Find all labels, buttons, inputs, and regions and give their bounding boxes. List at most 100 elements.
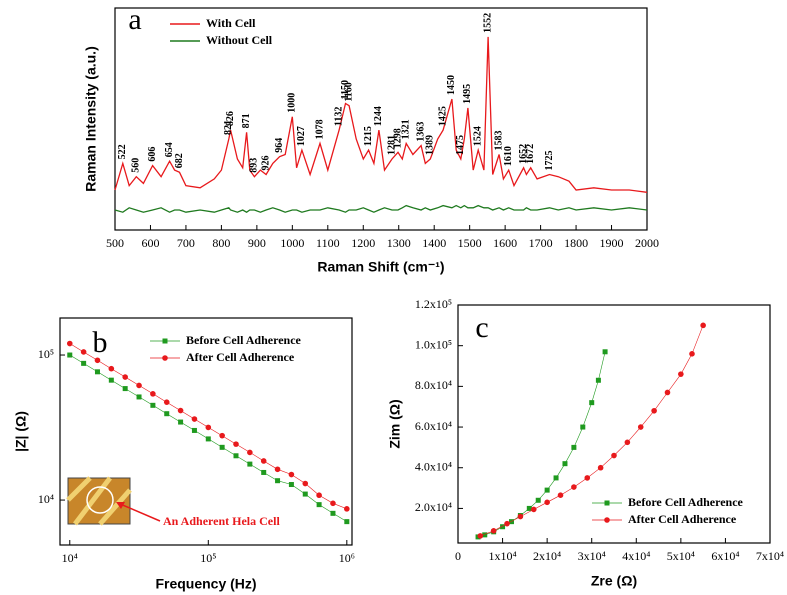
x-tick-label: 1900 [600, 236, 624, 250]
inset-arrowhead [116, 502, 125, 509]
marker [344, 519, 350, 525]
marker [219, 432, 225, 439]
marker [544, 499, 550, 506]
peak-label: 821 [223, 120, 234, 135]
peak-label: 1610 [503, 146, 514, 166]
marker [330, 510, 336, 516]
legend-label: After Cell Adherence [628, 512, 737, 526]
peak-label: 1321 [400, 119, 411, 139]
marker [288, 471, 295, 478]
y-axis-label: Zim (Ω) [387, 399, 403, 448]
marker [219, 444, 225, 450]
peak-label: 1000 [287, 93, 298, 113]
y-axis-label: |Z| (Ω) [13, 411, 29, 452]
peak-label: 1244 [373, 106, 384, 126]
x-axis-label: Zre (Ω) [591, 573, 637, 589]
x-tick-label: 10⁶ [339, 551, 355, 565]
marker [302, 480, 309, 487]
marker [624, 439, 631, 446]
peak-label: 1160 [343, 82, 354, 101]
legend-marker [162, 338, 168, 344]
peak-label: 1725 [544, 151, 555, 171]
x-tick-label: 900 [248, 236, 266, 250]
legend-marker [604, 500, 610, 506]
y-tick-label: 8.0x10⁴ [415, 378, 452, 392]
marker [664, 389, 671, 396]
peak-label: 654 [164, 142, 175, 157]
marker [178, 419, 184, 425]
x-tick-label: 1400 [422, 236, 446, 250]
marker [136, 394, 142, 400]
x-tick-label: 10⁵ [200, 551, 216, 565]
series-line [114, 204, 648, 213]
marker [651, 407, 657, 414]
peak-label: 1425 [437, 106, 448, 126]
marker [316, 502, 322, 508]
marker [247, 461, 253, 467]
marker [602, 349, 608, 355]
legend-label: Without Cell [206, 33, 273, 47]
x-tick-label: 1500 [458, 236, 482, 250]
marker [163, 399, 170, 405]
peak-label: 1552 [482, 13, 493, 33]
marker [108, 365, 115, 372]
marker [80, 349, 87, 355]
x-tick-label: 1600 [493, 236, 517, 250]
marker [557, 492, 564, 498]
x-axis-label: Raman Shift (cm⁻¹) [317, 259, 444, 275]
marker [500, 524, 506, 530]
marker [330, 500, 336, 507]
peak-label: 1150 [340, 80, 351, 99]
marker [94, 369, 100, 375]
x-axis-label: Frequency (Hz) [155, 576, 256, 592]
marker [571, 444, 577, 450]
y-axis-label: Raman Intensity (a.u.) [83, 46, 99, 191]
marker [597, 464, 604, 471]
marker [580, 424, 586, 430]
peak-label: 1078 [314, 119, 325, 139]
marker [689, 351, 695, 357]
marker [490, 527, 497, 534]
x-tick-label: 0 [455, 549, 461, 563]
marker [637, 424, 644, 430]
marker [122, 386, 128, 392]
marker [81, 360, 87, 366]
marker [535, 497, 541, 503]
marker [177, 407, 184, 414]
peak-label: 1672 [525, 144, 536, 164]
peak-label: 682 [174, 153, 185, 168]
marker [288, 482, 294, 488]
marker [504, 520, 510, 527]
legend-label: Before Cell Adherence [628, 495, 744, 509]
x-tick-label: 2000 [635, 236, 659, 250]
peak-label: 926 [260, 156, 271, 171]
inset-arrow [117, 502, 161, 522]
x-tick-label: 10⁴ [62, 551, 78, 565]
y-tick-label: 2.0x10⁴ [415, 500, 452, 514]
panel-label: c [475, 311, 488, 344]
peak-label: 893 [249, 158, 260, 173]
peak-label: 1215 [363, 126, 374, 146]
peak-label: 560 [131, 158, 142, 173]
marker [233, 453, 239, 459]
peak-label: 826 [225, 111, 236, 126]
peak-label: 871 [241, 113, 252, 128]
inset-texture [66, 476, 132, 526]
marker [261, 469, 267, 475]
x-tick-label: 500 [106, 236, 124, 250]
peak-label: 606 [147, 147, 158, 162]
x-tick-label: 1200 [351, 236, 375, 250]
marker [595, 377, 601, 383]
peak-label: 1389 [425, 135, 436, 155]
marker [517, 513, 524, 520]
plot-frame [59, 317, 353, 546]
peak-label: 1298 [392, 128, 403, 148]
marker [66, 340, 73, 347]
peak-label: 1583 [493, 131, 504, 151]
peak-label: 1363 [415, 122, 426, 142]
marker [275, 478, 281, 484]
marker [233, 441, 239, 447]
inset-ring [86, 486, 114, 514]
legend-label: After Cell Adherence [186, 350, 295, 364]
